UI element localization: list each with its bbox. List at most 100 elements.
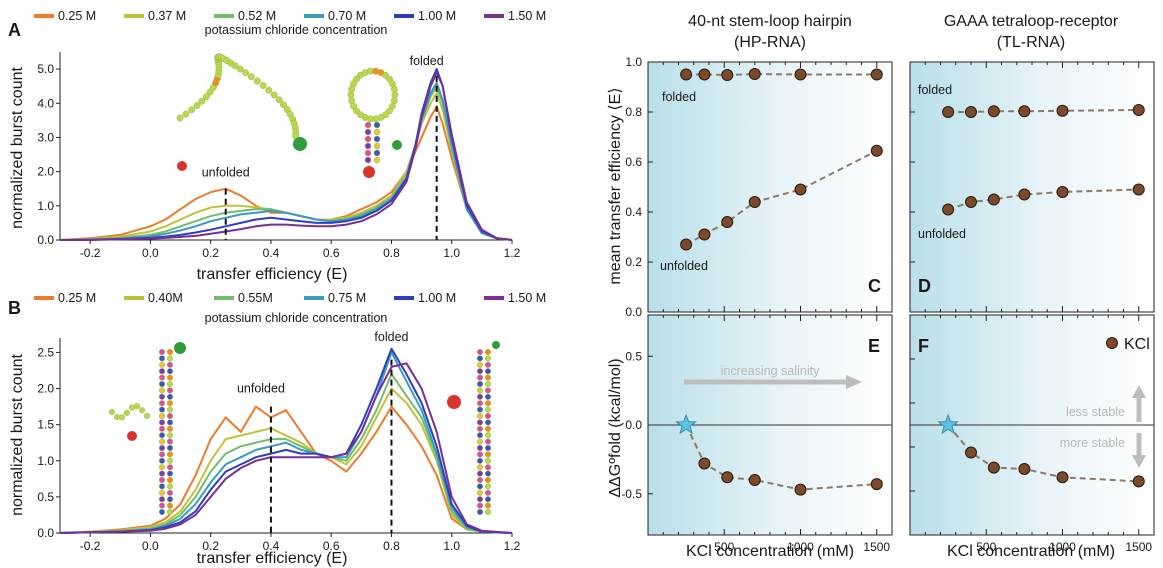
- data-point: [721, 471, 734, 484]
- x-tick-label: 500: [976, 540, 996, 554]
- bead: [476, 496, 484, 503]
- arrow-up-head: [1132, 385, 1146, 398]
- bead: [166, 374, 174, 381]
- bead: [364, 156, 372, 164]
- bead: [158, 361, 166, 368]
- bead: [166, 496, 174, 503]
- plot-c: 0.0 0.2 0.4 0.6 0.8 1.0: [625, 55, 893, 319]
- donor-dye: [392, 140, 402, 150]
- annotation-unfolded-d: unfolded: [918, 227, 966, 241]
- legend-entry: 1.00 M: [418, 291, 456, 305]
- bead: [476, 400, 484, 407]
- series-line: [59, 92, 513, 241]
- acceptor-dye: [363, 166, 375, 178]
- x-tick-label: 1000: [787, 540, 814, 554]
- title-d: GAAA tetraloop-receptor: [944, 13, 1119, 30]
- bead: [373, 135, 381, 143]
- y-tick-label: 4.0: [37, 96, 54, 110]
- panel-letter-d: D: [918, 276, 931, 296]
- bead: [484, 355, 492, 362]
- bead: [476, 348, 484, 356]
- rna-hairpin-folded-illustration-b: [447, 341, 500, 516]
- bead: [166, 387, 174, 394]
- bead: [133, 403, 141, 410]
- bead: [166, 489, 174, 496]
- legend-entry: 0.52 M: [238, 9, 276, 23]
- bead: [176, 114, 184, 122]
- data-point: [794, 183, 807, 196]
- bead: [166, 476, 174, 484]
- data-point: [1018, 188, 1031, 201]
- bead: [108, 408, 116, 416]
- bead: [158, 406, 166, 413]
- y-tick-label: 2.0: [37, 165, 54, 179]
- y-tick-label: 0.8: [625, 105, 642, 119]
- bead: [476, 451, 484, 458]
- data-point: [870, 68, 883, 81]
- bead: [166, 425, 174, 432]
- bead: [166, 457, 174, 464]
- bead: [364, 128, 372, 136]
- bead: [484, 348, 492, 356]
- title-c: 40-nt stem-loop hairpin: [688, 13, 852, 30]
- annotation-folded-d: folded: [918, 83, 952, 97]
- bead: [484, 412, 492, 420]
- bead: [391, 91, 399, 99]
- y-axis-label-e-text: ΔΔGºfold (kcal/mol): [607, 358, 624, 497]
- bead: [373, 149, 381, 157]
- bead: [476, 380, 484, 388]
- data-point: [680, 238, 693, 251]
- bead: [476, 374, 484, 381]
- bead: [158, 451, 166, 458]
- x-tick-label: 0.8: [383, 539, 400, 553]
- bead: [158, 444, 166, 452]
- bead: [158, 412, 166, 420]
- bead: [166, 400, 174, 407]
- annotation-unfolded-c: unfolded: [660, 259, 708, 273]
- series-line: [59, 81, 513, 241]
- panel-letter-a: A: [8, 20, 21, 40]
- data-point: [794, 483, 807, 496]
- rna-unfolded-illustration-a: [176, 53, 307, 171]
- bead: [166, 432, 174, 439]
- panel-letter-b: B: [8, 298, 21, 318]
- bead: [158, 425, 166, 432]
- data-point: [698, 68, 711, 81]
- bead: [476, 412, 484, 420]
- bead: [158, 400, 166, 407]
- x-tick-label: 1.2: [504, 539, 521, 553]
- y-tick-label: 0.6: [625, 155, 642, 169]
- data-point: [1056, 471, 1069, 484]
- bead: [476, 361, 484, 368]
- bead: [259, 82, 267, 89]
- plot-d: [909, 61, 1155, 313]
- series-line: [59, 387, 513, 534]
- reference-star: [675, 413, 697, 435]
- bead: [484, 406, 492, 413]
- plot-background: [910, 62, 1154, 312]
- series-line: [947, 424, 1139, 483]
- bead: [242, 69, 250, 77]
- x-tick-label: 1500: [863, 540, 890, 554]
- x-axis-label-a: transfer efficiency (E): [197, 266, 348, 283]
- bead: [476, 355, 484, 362]
- x-axis-label-e: KCl concentration (mM): [686, 543, 854, 560]
- bead: [182, 110, 190, 118]
- data-point: [721, 69, 734, 81]
- bead: [484, 393, 492, 400]
- bead: [158, 508, 166, 516]
- bead: [364, 142, 372, 150]
- bead: [484, 432, 492, 439]
- data-point: [1132, 104, 1145, 116]
- bead: [476, 464, 484, 471]
- bead: [476, 476, 484, 484]
- bead: [253, 77, 261, 85]
- bead: [484, 425, 492, 432]
- x-tick-label: -0.2: [80, 539, 101, 553]
- bead: [236, 65, 244, 73]
- legend-entry: 0.25 M: [58, 9, 96, 23]
- bead: [364, 149, 372, 157]
- legend-entry: 1.00 M: [418, 9, 456, 23]
- annotation-unfolded-b: unfolded: [237, 382, 285, 396]
- x-tick-label: 0.8: [383, 246, 400, 260]
